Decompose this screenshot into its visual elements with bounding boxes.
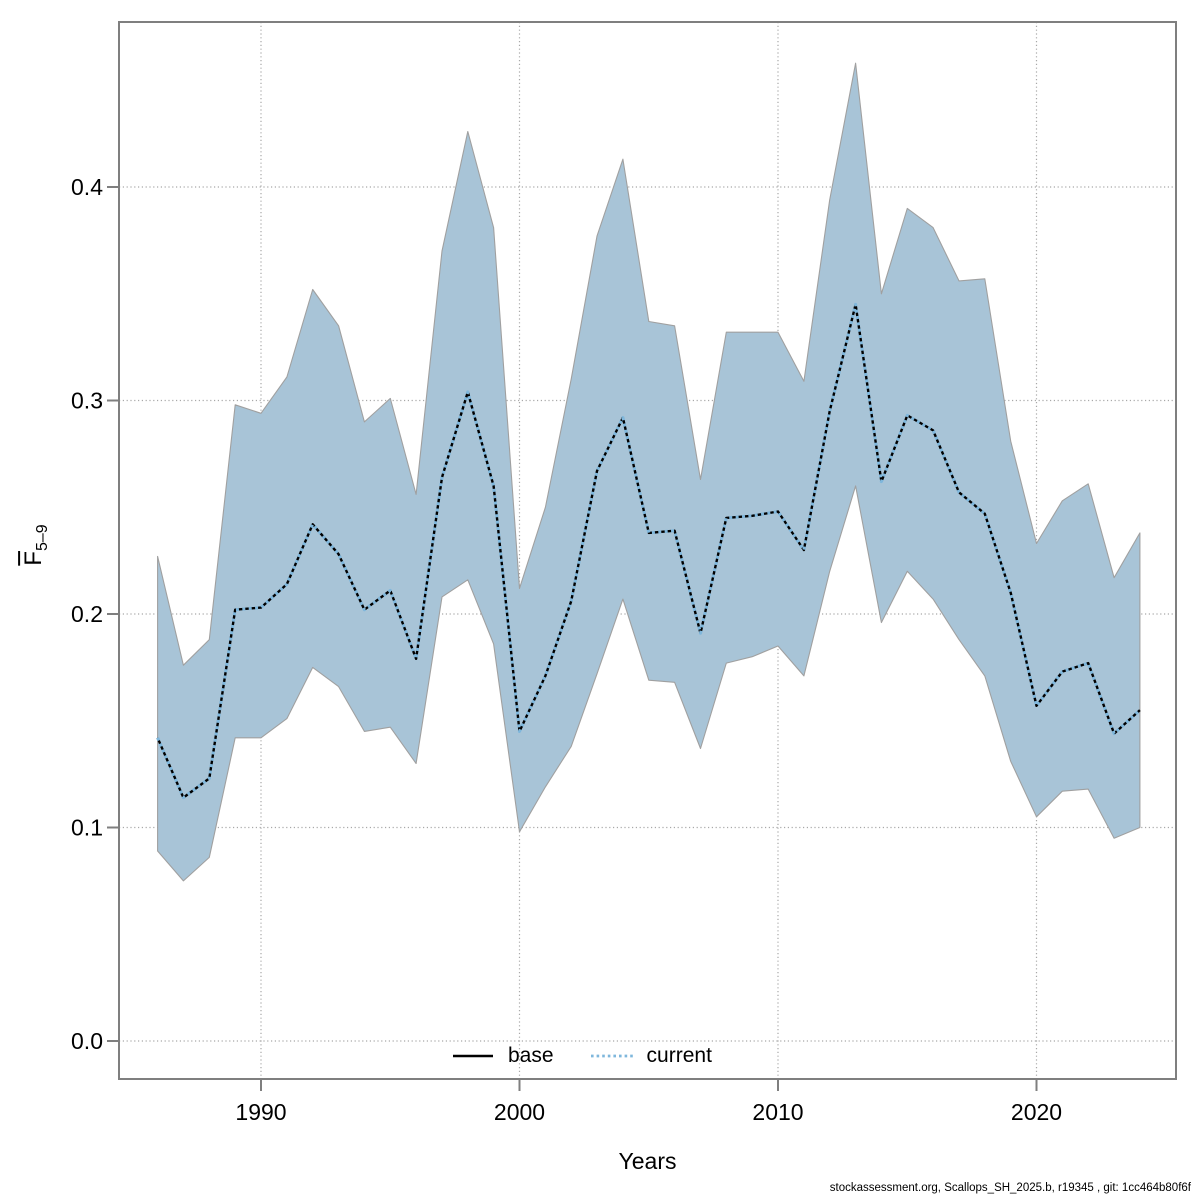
x-tick-label: 2010 <box>752 1099 803 1125</box>
y-tick-label: 0.4 <box>71 174 103 200</box>
x-tick-label: 2020 <box>1011 1099 1062 1125</box>
x-tick-label: 2000 <box>494 1099 545 1125</box>
base-line-sample-svg <box>453 1054 493 1058</box>
legend-label-current: current <box>646 1044 712 1067</box>
legend-label-base: base <box>508 1044 554 1067</box>
y-tick-label: 0.3 <box>71 388 103 414</box>
footer-attribution: stockassessment.org, Scallops_SH_2025.b,… <box>829 1182 1191 1194</box>
legend: base current <box>452 1044 712 1068</box>
legend-line-sample-current <box>590 1052 634 1060</box>
axis-frame <box>118 21 1177 1080</box>
y-axis-title-subscript: 5–9 <box>33 524 51 552</box>
current-line-sample-svg <box>590 1054 633 1058</box>
y-axis-title: F5–9 <box>20 524 52 565</box>
base-line <box>156 303 1141 799</box>
y-axis-title-fbar: F <box>20 551 48 566</box>
x-tick-label: 1990 <box>235 1099 286 1125</box>
y-tick-label: 0.1 <box>71 815 103 841</box>
tick-layer <box>107 186 1038 1091</box>
y-tick-label: 0.0 <box>71 1028 103 1054</box>
tick-label-layer: 0.0 0.1 0.2 0.3 0.4 1990 2000 2010 2020 <box>71 174 1062 1125</box>
y-tick-label: 0.2 <box>71 601 103 627</box>
confidence-band <box>157 62 1141 882</box>
legend-line-sample-base <box>452 1052 494 1060</box>
x-axis-title: Years <box>618 1148 677 1174</box>
